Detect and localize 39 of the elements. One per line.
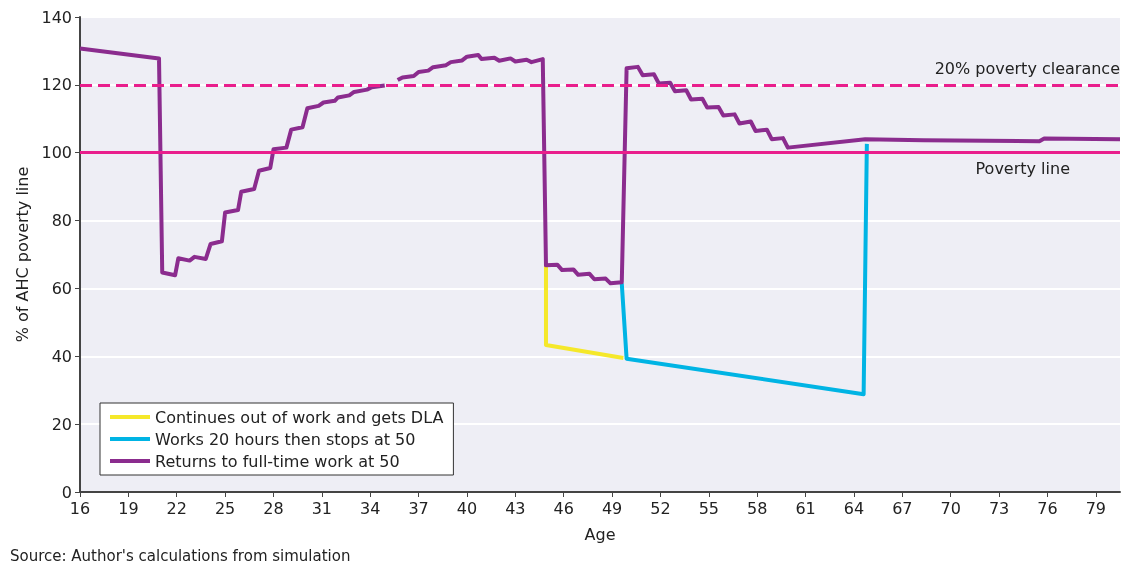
y-tick-label: 100 xyxy=(41,143,72,163)
y-tick-label: 140 xyxy=(41,7,72,27)
y-axis-title: % of AHC poverty line xyxy=(12,166,32,343)
x-tick-label: 61 xyxy=(795,498,816,518)
x-tick-label: 43 xyxy=(505,498,526,518)
x-tick-label: 52 xyxy=(650,498,671,518)
y-tick-label: 20 xyxy=(51,414,72,434)
y-tick-label: 120 xyxy=(41,75,72,95)
source-note: Source: Author's calculations from simulation xyxy=(10,546,351,565)
x-tick-label: 79 xyxy=(1085,498,1106,518)
x-axis-title: Age xyxy=(584,524,616,544)
ref-line-label: Poverty line xyxy=(975,159,1070,179)
y-tick-label: 40 xyxy=(51,346,72,366)
x-tick-label: 19 xyxy=(118,498,139,518)
x-tick-label: 25 xyxy=(214,498,236,518)
x-tick-label: 58 xyxy=(747,498,768,518)
ref-line-label: 20% poverty clearance xyxy=(934,59,1120,79)
x-tick-label: 22 xyxy=(166,498,187,518)
x-tick-label: 67 xyxy=(892,498,913,518)
x-tick-label: 64 xyxy=(843,498,865,518)
legend-label: Returns to full-time work at 50 xyxy=(155,451,400,471)
y-tick-label: 60 xyxy=(51,278,72,298)
x-tick-label: 31 xyxy=(311,498,333,518)
x-tick-label: 49 xyxy=(601,498,623,518)
x-tick-label: 76 xyxy=(1037,498,1058,518)
line-series xyxy=(619,141,869,397)
y-tick-label: 80 xyxy=(51,211,72,231)
y-tick-label: 0 xyxy=(61,482,72,502)
x-tick-label: 16 xyxy=(69,498,91,518)
legend-label: Continues out of work and gets DLA xyxy=(155,407,444,427)
legend-label: Works 20 hours then stops at 50 xyxy=(155,429,416,449)
x-tick-label: 28 xyxy=(263,498,284,518)
x-tick-label: 55 xyxy=(698,498,720,518)
x-tick-label: 34 xyxy=(360,498,381,518)
x-tick-label: 37 xyxy=(408,498,429,518)
x-tick-label: 73 xyxy=(988,498,1010,518)
x-tick-label: 46 xyxy=(553,498,574,518)
x-tick-label: 40 xyxy=(456,498,478,518)
x-tick-label: 70 xyxy=(940,498,961,518)
